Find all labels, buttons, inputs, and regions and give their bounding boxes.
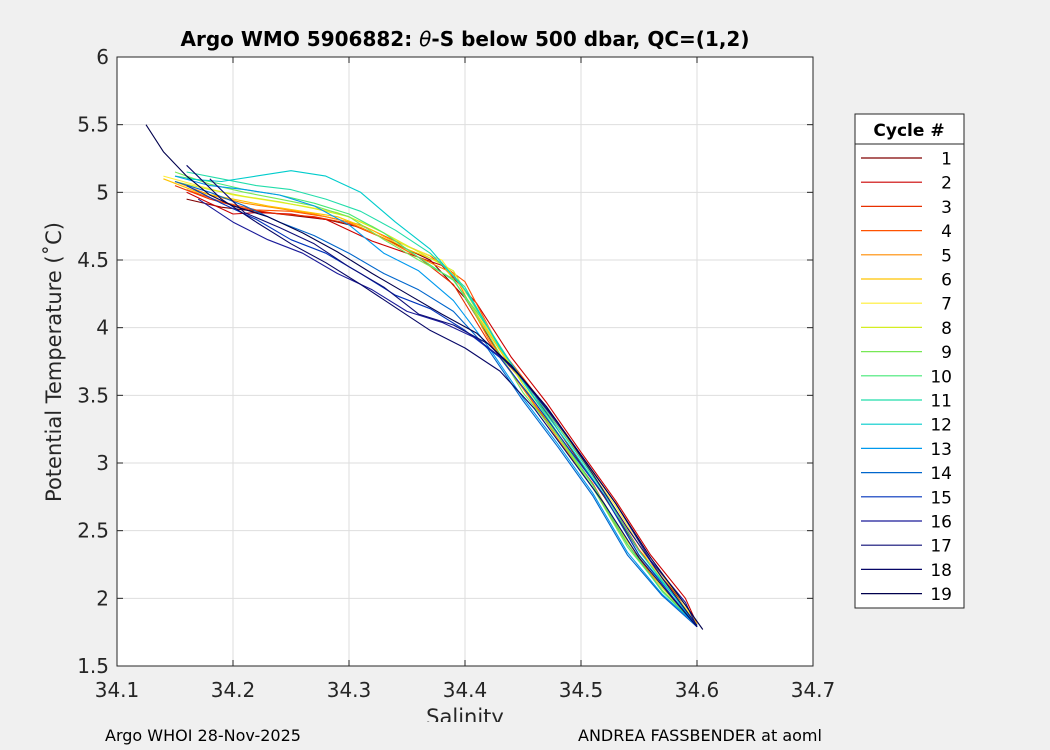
legend-label-cycle-3: 3 [941, 198, 952, 218]
footer-right-credit: ANDREA FASSBENDER at aoml [578, 726, 822, 745]
x-tick-label: 34.4 [443, 678, 488, 702]
x-tick-label: 34.1 [95, 678, 140, 702]
series-line-cycle-13 [174, 175, 698, 626]
legend-label-cycle-5: 5 [941, 246, 952, 266]
legend-label-cycle-11: 11 [930, 392, 952, 412]
y-tick-label: 2.5 [77, 519, 109, 543]
series-line-cycle-17 [209, 178, 698, 626]
y-tick-label: 3 [96, 451, 109, 475]
footer-left-credit: Argo WHOI 28-Nov-2025 [105, 726, 301, 745]
x-tick-label: 34.6 [675, 678, 720, 702]
chart-title: Argo WMO 5906882: θ-S below 500 dbar, QC… [181, 27, 750, 51]
legend-label-cycle-7: 7 [941, 295, 952, 315]
y-tick-label: 3.5 [77, 383, 109, 407]
legend-label-cycle-15: 15 [930, 488, 952, 508]
x-axis-label: Salinity [426, 705, 504, 722]
legend-label-cycle-9: 9 [941, 343, 952, 363]
axis-ticks: 34.1 34.2 34.3 34.4 34.5 34.6 34.7 1.5 2 2.5 3 3.5 4… [77, 45, 835, 702]
legend-label-cycle-18: 18 [930, 561, 952, 581]
legend-label-cycle-8: 8 [941, 319, 952, 339]
title-suffix: -S below 500 dbar, QC=(1,2) [431, 27, 749, 51]
legend-label-cycle-4: 4 [941, 222, 952, 242]
y-tick-label: 2 [96, 586, 109, 610]
legend-label-cycle-10: 10 [930, 367, 952, 387]
series-line-cycle-14 [174, 180, 698, 628]
theta-s-chart: 34.1 34.2 34.3 34.4 34.5 34.6 34.71.522.533.54… [42, 27, 965, 722]
legend-label-cycle-14: 14 [930, 464, 952, 484]
x-tick-label: 34.2 [211, 678, 256, 702]
y-tick-label: 5.5 [77, 113, 109, 137]
title-prefix: Argo WMO 5906882: [181, 27, 420, 51]
legend-label-cycle-1: 1 [941, 150, 952, 170]
x-tick-label: 34.7 [791, 678, 836, 702]
legend-label-cycle-13: 13 [930, 440, 952, 460]
legend-label-cycle-19: 19 [930, 585, 952, 605]
legend-box [854, 113, 965, 609]
series-lines [145, 124, 704, 630]
y-tick-label: 5 [96, 180, 109, 204]
legend-label-cycle-6: 6 [941, 271, 952, 291]
legend-label-cycle-12: 12 [930, 416, 952, 436]
y-axis-label: Potential Temperature (˚C) [42, 222, 66, 502]
series-line-cycle-19 [145, 124, 704, 630]
y-tick-label: 1.5 [77, 654, 109, 678]
x-tick-label: 34.5 [559, 678, 604, 702]
y-tick-label: 4.5 [77, 248, 109, 272]
series-line-cycle-5 [174, 180, 698, 626]
legend-label-cycle-17: 17 [930, 537, 952, 557]
legend-label-cycle-16: 16 [930, 513, 952, 533]
legend-title: Cycle # [873, 121, 944, 141]
y-tick-label: 6 [96, 45, 109, 69]
series-line-cycle-2 [186, 191, 698, 625]
series-line-cycle-15 [186, 185, 698, 628]
legend-label-cycle-2: 2 [941, 174, 952, 194]
y-tick-label: 4 [96, 316, 109, 340]
series-line-cycle-18 [186, 164, 698, 628]
series-line-cycle-16 [197, 198, 698, 628]
x-tick-label: 34.3 [327, 678, 372, 702]
title-theta-symbol: θ [419, 27, 431, 51]
